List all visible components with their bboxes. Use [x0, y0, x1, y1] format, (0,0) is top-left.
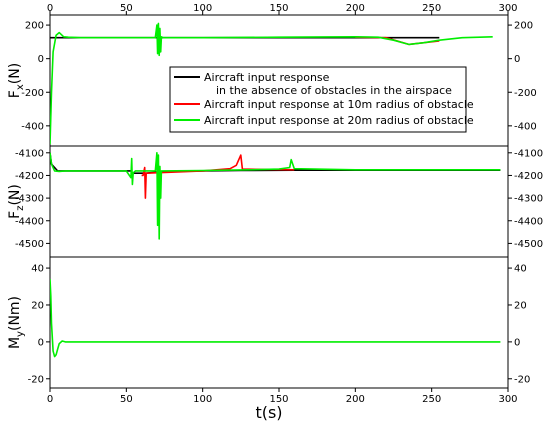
y-axis-label-main: F	[7, 211, 23, 219]
y-tick-label-left: 0	[38, 54, 44, 65]
y-axis-label-main: M	[7, 337, 23, 349]
top-x-tick-label: 0	[47, 3, 53, 14]
y-tick-label-right: -4200	[514, 171, 543, 182]
y-tick-label-left: 200	[25, 21, 44, 32]
bottom-x-tick-label: 200	[346, 394, 365, 405]
y-axis-label-sub: y	[15, 331, 26, 337]
legend-entry-0-line2: in the absence of obstacles in the airsp…	[216, 84, 452, 97]
x-axis-label: t(s)	[255, 403, 282, 422]
y-tick-label-left: -4100	[15, 148, 44, 159]
series-line-fx-2	[50, 22, 493, 145]
bottom-x-tick-label: 250	[422, 394, 441, 405]
y-tick-label-left: 0	[38, 337, 44, 348]
y-tick-label-right: 20	[514, 300, 527, 311]
y-tick-label-left: -4500	[15, 239, 44, 250]
series-line-fz-1	[141, 154, 295, 199]
top-x-tick-label: 250	[422, 3, 441, 14]
bottom-x-tick-label: 50	[120, 394, 133, 405]
y-tick-label-left: 20	[31, 300, 44, 311]
bottom-x-tick-label: 300	[498, 394, 517, 405]
panel-frame-fz	[49, 145, 509, 258]
y-axis-label-sub: x	[15, 84, 26, 90]
y-tick-label-right: -400	[514, 121, 537, 132]
y-tick-label-right: -4100	[514, 148, 543, 159]
panel-fz: -4100 -4100 -4200 -4200 -4300 -4300 -4400 -4400…	[7, 145, 543, 258]
legend-entry-1: Aircraft input response at 10m radius of…	[204, 98, 474, 111]
y-axis-label-fz: Fz(N)	[7, 184, 26, 219]
y-tick-label-right: 0	[514, 54, 520, 65]
y-tick-label-right: -200	[514, 88, 537, 99]
y-tick-label-right: -4500	[514, 239, 543, 250]
y-tick-label-right: -4400	[514, 216, 543, 227]
y-tick-label-right: 200	[514, 21, 533, 32]
panel-frame-my	[49, 256, 509, 389]
bottom-x-tick-label: 150	[269, 394, 288, 405]
y-axis-label-unit: (Nm)	[7, 296, 23, 331]
top-x-tick-label: 50	[120, 3, 133, 14]
top-x-tick-label: 200	[346, 3, 365, 14]
y-tick-label-left: -4200	[15, 171, 44, 182]
y-axis-label-sub: z	[15, 206, 26, 211]
y-tick-label-left: 40	[31, 264, 44, 275]
top-x-axis: 0 50 100 150 200 250 300	[47, 3, 518, 14]
bottom-x-axis: 0 50 100 150 200 250 300	[47, 394, 518, 405]
y-tick-label-left: -20	[28, 374, 44, 385]
y-tick-label-right: 0	[514, 337, 520, 348]
y-tick-label-left: -4300	[15, 194, 44, 205]
series-line-my-0	[50, 279, 501, 358]
y-axis-label-my: My(Nm)	[7, 296, 26, 349]
legend-entry-0: Aircraft input response	[204, 71, 330, 84]
bottom-x-tick-label: 100	[193, 394, 212, 405]
series-group-fx	[50, 22, 493, 145]
panel-my: 40 40 20 20 0 0 -20 -20 My(Nm)	[7, 256, 530, 392]
y-tick-label-right: 40	[514, 264, 527, 275]
series-line-fz-0	[50, 152, 501, 177]
y-tick-label-left: -400	[21, 121, 44, 132]
legend-box	[169, 66, 467, 133]
top-x-tick-label: 100	[193, 3, 212, 14]
y-axis-label-unit: (N)	[7, 184, 23, 205]
top-x-tick-label: 300	[498, 3, 517, 14]
y-tick-label-left: -4400	[15, 216, 44, 227]
series-line-fz-2	[50, 152, 501, 240]
y-axis-label-unit: (N)	[7, 63, 23, 84]
y-tick-label-right: -4300	[514, 194, 543, 205]
series-group-fz	[50, 152, 501, 240]
y-axis-label-fx: Fx(N)	[7, 63, 26, 98]
y-tick-label-right: -20	[514, 374, 530, 385]
series-group-my	[50, 279, 501, 358]
y-axis-label-main: F	[7, 90, 23, 98]
y-tick-label-left: -200	[21, 88, 44, 99]
bottom-x-tick-label: 0	[47, 394, 53, 405]
legend-entry-2: Aircraft input response at 20m radius of…	[204, 114, 474, 127]
top-x-tick-label: 150	[269, 3, 288, 14]
